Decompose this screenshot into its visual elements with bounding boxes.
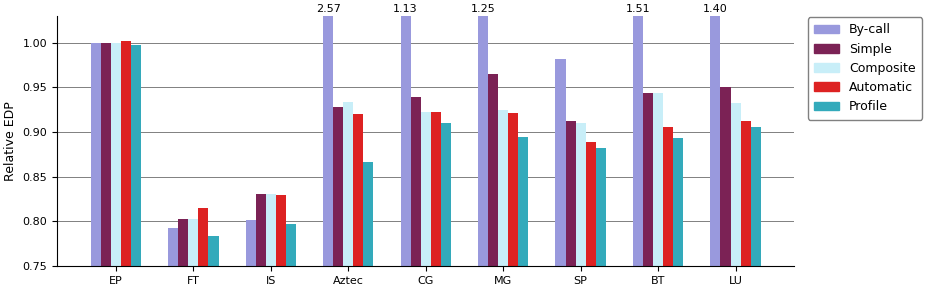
Bar — [566, 121, 576, 266]
Bar — [586, 142, 595, 266]
Bar — [508, 113, 519, 266]
Bar — [333, 107, 344, 266]
Bar — [131, 45, 141, 266]
Bar — [595, 148, 606, 266]
Bar — [633, 16, 643, 266]
Bar — [344, 102, 354, 266]
Text: 1.13: 1.13 — [394, 4, 418, 14]
Bar — [354, 114, 363, 266]
Text: 1.51: 1.51 — [626, 4, 650, 14]
Text: 1.40: 1.40 — [703, 4, 728, 14]
Text: 2.57: 2.57 — [316, 4, 341, 14]
Bar — [208, 236, 219, 266]
Bar — [188, 219, 198, 266]
Bar — [576, 123, 586, 266]
Bar — [673, 138, 683, 266]
Bar — [653, 93, 663, 266]
Bar — [710, 16, 720, 266]
Bar — [323, 16, 333, 266]
Bar — [556, 59, 566, 266]
Bar — [478, 16, 488, 266]
Bar — [256, 194, 266, 266]
Bar — [731, 103, 741, 266]
Bar — [663, 127, 673, 266]
Bar — [741, 121, 751, 266]
Bar — [266, 194, 276, 266]
Y-axis label: Relative EDP: Relative EDP — [4, 101, 18, 181]
Bar — [420, 112, 431, 266]
Bar — [519, 137, 529, 266]
Bar — [643, 93, 653, 266]
Bar — [720, 87, 731, 266]
Bar — [101, 43, 111, 266]
Bar — [121, 41, 131, 266]
Text: 1.25: 1.25 — [470, 4, 495, 14]
Bar — [276, 195, 286, 266]
Bar — [410, 97, 420, 266]
Bar — [401, 16, 410, 266]
Bar — [111, 43, 121, 266]
Bar — [91, 43, 101, 266]
Bar — [431, 112, 441, 266]
Bar — [198, 208, 208, 266]
Bar — [488, 74, 498, 266]
Legend: By-call, Simple, Composite, Automatic, Profile: By-call, Simple, Composite, Automatic, P… — [807, 17, 922, 119]
Bar — [363, 162, 373, 266]
Bar — [245, 220, 256, 266]
Bar — [751, 127, 761, 266]
Bar — [498, 110, 508, 266]
Bar — [441, 123, 451, 266]
Bar — [169, 228, 178, 266]
Bar — [286, 224, 296, 266]
Bar — [178, 219, 188, 266]
